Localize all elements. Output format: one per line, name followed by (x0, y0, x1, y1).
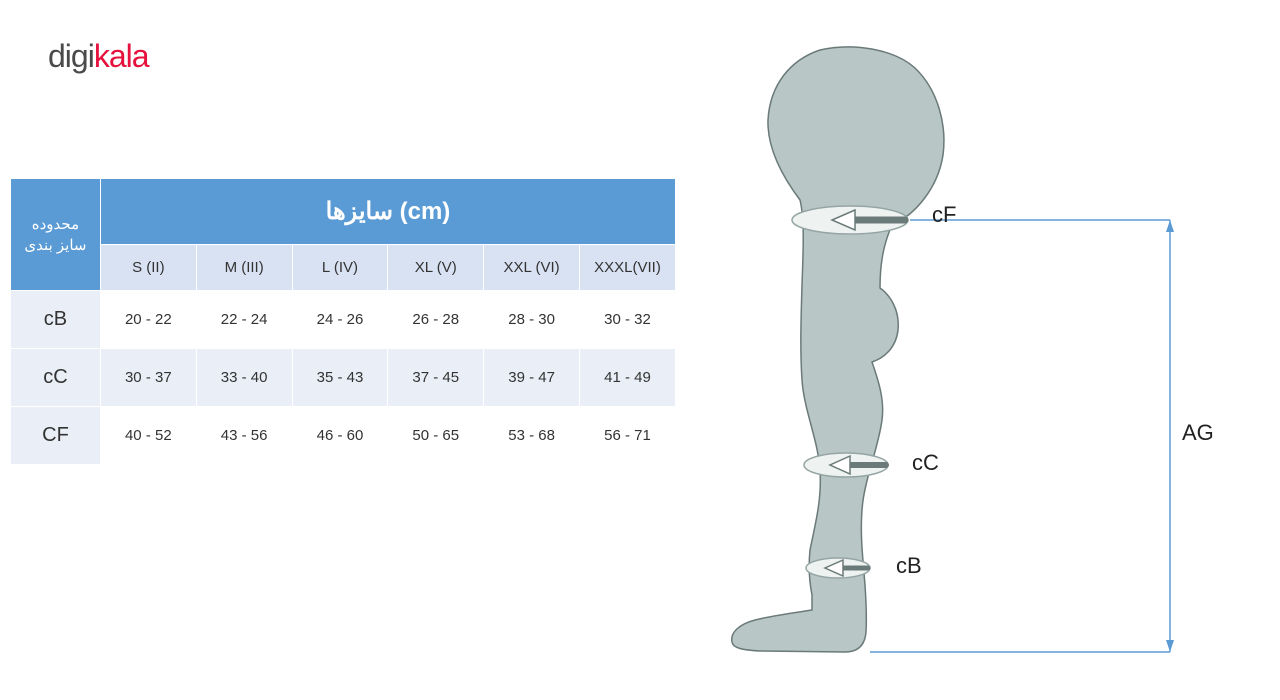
label-AG: AG (1182, 420, 1214, 446)
cell: 33 - 40 (196, 349, 292, 407)
table-row: CF 40 - 52 43 - 56 46 - 60 50 - 65 53 - … (11, 407, 676, 465)
size-col: XXL (VI) (484, 245, 580, 291)
row-label: CF (11, 407, 101, 465)
cell: 28 - 30 (484, 291, 580, 349)
ag-bracket (870, 220, 1174, 652)
cell: 43 - 56 (196, 407, 292, 465)
cell: 40 - 52 (100, 407, 196, 465)
cell: 30 - 37 (100, 349, 196, 407)
leg-svg (700, 40, 1240, 680)
size-col: M (III) (196, 245, 292, 291)
label-cF: cF (932, 202, 956, 228)
table-row: cB 20 - 22 22 - 24 24 - 26 26 - 28 28 - … (11, 291, 676, 349)
cell: 24 - 26 (292, 291, 388, 349)
sizes-header: سایزها (cm) (100, 179, 675, 245)
range-header: محدوده سایز بندی (11, 179, 101, 291)
row-label: cC (11, 349, 101, 407)
cell: 39 - 47 (484, 349, 580, 407)
size-table: محدوده سایز بندی سایزها (cm) S (II) M (I… (10, 178, 676, 465)
cell: 22 - 24 (196, 291, 292, 349)
logo-part2: kala (94, 38, 149, 74)
logo: digikala (48, 38, 149, 75)
cell: 56 - 71 (580, 407, 676, 465)
label-cB: cB (896, 553, 922, 579)
table-row: cC 30 - 37 33 - 40 35 - 43 37 - 45 39 - … (11, 349, 676, 407)
size-col: XXXL(VII) (580, 245, 676, 291)
label-cC: cC (912, 450, 939, 476)
cell: 41 - 49 (580, 349, 676, 407)
cell: 30 - 32 (580, 291, 676, 349)
size-col: S (II) (100, 245, 196, 291)
cell: 50 - 65 (388, 407, 484, 465)
cell: 53 - 68 (484, 407, 580, 465)
cell: 46 - 60 (292, 407, 388, 465)
leg-diagram: cF cC cB AG (700, 40, 1240, 680)
row-label: cB (11, 291, 101, 349)
cell: 35 - 43 (292, 349, 388, 407)
size-columns-row: S (II) M (III) L (IV) XL (V) XXL (VI) XX… (11, 245, 676, 291)
logo-part1: digi (48, 38, 94, 74)
size-col: L (IV) (292, 245, 388, 291)
cell: 20 - 22 (100, 291, 196, 349)
cell: 26 - 28 (388, 291, 484, 349)
cell: 37 - 45 (388, 349, 484, 407)
size-col: XL (V) (388, 245, 484, 291)
